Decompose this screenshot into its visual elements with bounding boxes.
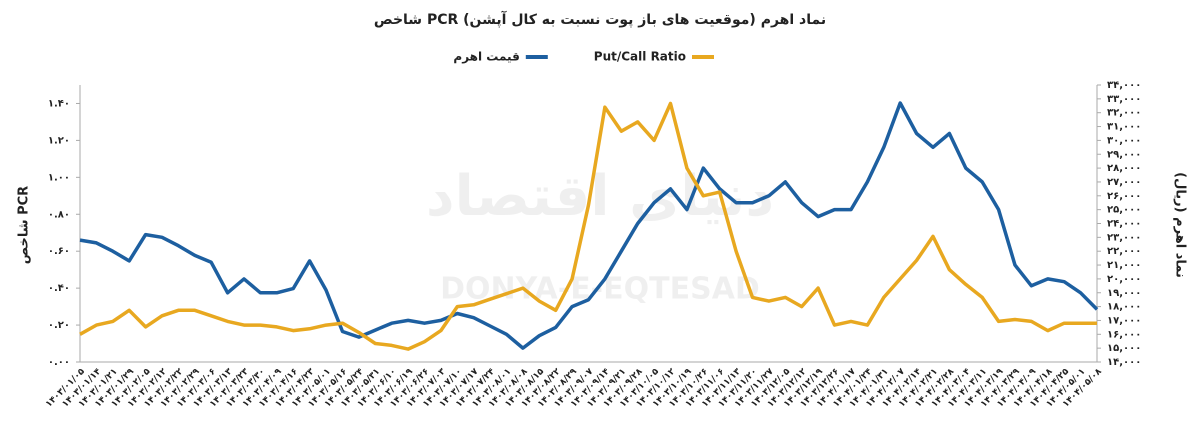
- y2-tick-label: ۲۷,۰۰۰: [1107, 177, 1141, 188]
- series-line: [79, 101, 1099, 350]
- legend-label: قیمت اهرم: [453, 50, 519, 65]
- chart-title: شاخص PCR (موقعیت های باز پوت نسبت به کال…: [374, 10, 826, 28]
- y2-tick-label: ۱۸,۰۰۰: [1107, 302, 1141, 313]
- series-line: [79, 101, 1097, 351]
- y2-tick-label: ۳۳,۰۰۰: [1107, 94, 1141, 105]
- y-axis-label: شاخص PCR: [17, 186, 32, 264]
- y2-tick-label: ۲۵,۰۰۰: [1107, 205, 1141, 216]
- watermark-latin: DONYA-E-EQTESAD: [440, 272, 760, 307]
- y2-tick-label: ۲۳,۰۰۰: [1107, 232, 1141, 243]
- y2-tick-label: ۲۰,۰۰۰: [1107, 274, 1141, 285]
- y2-tick-label: ۳۴,۰۰۰: [1107, 80, 1141, 91]
- y2-tick-label: ۱۵,۰۰۰: [1107, 343, 1141, 354]
- y-tick-label: ۰.۸۰: [48, 209, 70, 220]
- legend-label: Put/Call Ratio: [594, 50, 686, 64]
- y2-tick-label: ۳۲,۰۰۰: [1107, 108, 1141, 119]
- y-tick-label: ۱.۴۰: [48, 98, 70, 109]
- y2-axis-label: نماد اهرم (ریال): [1173, 172, 1188, 278]
- y2-tick-label: ۱۶,۰۰۰: [1107, 329, 1141, 340]
- y-tick-label: ۰.۲۰: [48, 320, 70, 331]
- y-tick-label: ۱.۲۰: [48, 135, 70, 146]
- y-tick-label: ۰.۴۰: [48, 283, 70, 294]
- y2-tick-label: ۲۹,۰۰۰: [1107, 149, 1141, 160]
- y2-tick-label: ۲۸,۰۰۰: [1107, 163, 1141, 174]
- y2-tick-label: ۳۰,۰۰۰: [1107, 135, 1141, 146]
- y2-tick-label: ۱۴,۰۰۰: [1107, 357, 1141, 368]
- y2-tick-label: ۱۹,۰۰۰: [1107, 288, 1141, 299]
- y2-tick-label: ۲۴,۰۰۰: [1107, 219, 1141, 230]
- y-tick-label: ۱.۰۰: [48, 172, 70, 183]
- y2-tick-label: ۱۷,۰۰۰: [1107, 315, 1141, 326]
- y2-tick-label: ۲۲,۰۰۰: [1107, 246, 1141, 257]
- y2-tick-label: ۳۱,۰۰۰: [1107, 122, 1141, 133]
- y2-tick-label: ۲۶,۰۰۰: [1107, 191, 1141, 202]
- y-tick-label: ۰.۶۰: [48, 246, 70, 257]
- y-tick-label: ۰.۰۰: [48, 357, 70, 368]
- watermark: دنیای اقتصاد: [426, 164, 774, 229]
- y2-tick-label: ۲۱,۰۰۰: [1107, 260, 1141, 271]
